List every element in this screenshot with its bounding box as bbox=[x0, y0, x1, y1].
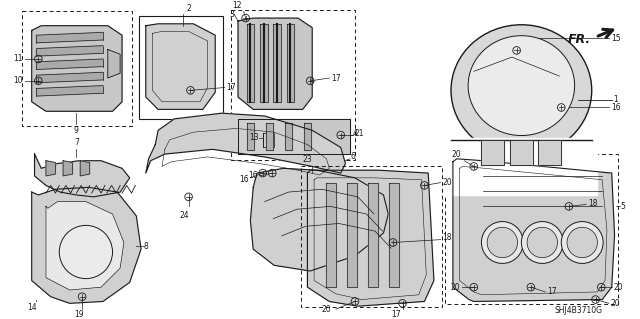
Polygon shape bbox=[63, 161, 72, 176]
Text: 17: 17 bbox=[391, 310, 401, 319]
Text: FR.: FR. bbox=[568, 33, 591, 46]
Polygon shape bbox=[453, 159, 614, 301]
Text: 1: 1 bbox=[614, 95, 618, 104]
Text: 17: 17 bbox=[547, 287, 557, 296]
Text: 20: 20 bbox=[614, 283, 623, 292]
Text: 18: 18 bbox=[588, 199, 597, 208]
Polygon shape bbox=[146, 113, 346, 173]
Text: 24: 24 bbox=[179, 211, 189, 220]
Circle shape bbox=[522, 222, 563, 263]
Text: 18: 18 bbox=[442, 233, 452, 242]
Text: 2: 2 bbox=[186, 4, 191, 13]
Ellipse shape bbox=[468, 36, 575, 136]
Polygon shape bbox=[263, 133, 274, 147]
Polygon shape bbox=[246, 123, 254, 150]
Text: 12: 12 bbox=[232, 1, 242, 10]
Polygon shape bbox=[266, 123, 273, 150]
Polygon shape bbox=[287, 24, 294, 102]
Circle shape bbox=[561, 222, 603, 263]
Text: 4: 4 bbox=[353, 129, 358, 137]
Polygon shape bbox=[250, 168, 388, 271]
Text: 17: 17 bbox=[332, 73, 341, 83]
Polygon shape bbox=[273, 24, 281, 102]
Polygon shape bbox=[46, 161, 56, 176]
Polygon shape bbox=[36, 85, 103, 96]
Text: 20: 20 bbox=[451, 283, 461, 292]
Polygon shape bbox=[36, 72, 103, 83]
Polygon shape bbox=[348, 182, 357, 287]
Circle shape bbox=[567, 227, 597, 258]
Text: 6: 6 bbox=[350, 152, 355, 161]
Polygon shape bbox=[307, 170, 434, 306]
Text: 20: 20 bbox=[442, 178, 452, 187]
Text: 20: 20 bbox=[452, 150, 461, 159]
Polygon shape bbox=[389, 182, 399, 287]
Text: 15: 15 bbox=[611, 33, 620, 42]
Text: 3: 3 bbox=[229, 10, 234, 19]
Bar bbox=[445, 138, 597, 195]
Text: 10: 10 bbox=[13, 76, 23, 85]
Polygon shape bbox=[368, 182, 378, 287]
Text: 21: 21 bbox=[355, 129, 365, 137]
Polygon shape bbox=[260, 24, 268, 102]
Polygon shape bbox=[80, 161, 90, 176]
Bar bbox=[139, 16, 223, 119]
Circle shape bbox=[527, 227, 557, 258]
Text: 8: 8 bbox=[144, 242, 148, 251]
Polygon shape bbox=[146, 24, 215, 109]
Polygon shape bbox=[238, 18, 312, 109]
Ellipse shape bbox=[451, 25, 592, 156]
Text: 13: 13 bbox=[250, 133, 259, 142]
Text: 17: 17 bbox=[227, 83, 236, 92]
Polygon shape bbox=[238, 119, 350, 154]
Text: 20: 20 bbox=[611, 299, 620, 308]
Bar bbox=[301, 167, 442, 307]
Polygon shape bbox=[510, 140, 532, 165]
Text: 19: 19 bbox=[74, 310, 84, 319]
Bar bbox=[22, 11, 132, 126]
Text: 5: 5 bbox=[620, 202, 625, 211]
Polygon shape bbox=[326, 182, 336, 287]
Polygon shape bbox=[46, 202, 124, 290]
Polygon shape bbox=[36, 32, 103, 43]
Bar bbox=[445, 154, 618, 304]
Polygon shape bbox=[32, 26, 122, 111]
Text: 20: 20 bbox=[321, 305, 332, 314]
Polygon shape bbox=[108, 49, 120, 78]
Text: 11: 11 bbox=[13, 55, 23, 63]
Text: 16: 16 bbox=[239, 175, 248, 184]
Polygon shape bbox=[303, 123, 311, 150]
Polygon shape bbox=[285, 123, 292, 150]
Text: 16: 16 bbox=[248, 171, 258, 181]
Text: SHJ4B3710G: SHJ4B3710G bbox=[555, 306, 603, 315]
Polygon shape bbox=[35, 154, 130, 197]
Circle shape bbox=[487, 227, 518, 258]
Polygon shape bbox=[246, 24, 254, 102]
Polygon shape bbox=[538, 140, 561, 165]
Text: 7: 7 bbox=[74, 138, 79, 147]
Text: 14: 14 bbox=[27, 303, 36, 312]
Text: 9: 9 bbox=[74, 126, 79, 135]
Bar bbox=[232, 10, 355, 160]
Circle shape bbox=[481, 222, 524, 263]
Text: 16: 16 bbox=[611, 103, 620, 112]
Text: 23: 23 bbox=[303, 155, 312, 164]
Polygon shape bbox=[36, 59, 103, 70]
Circle shape bbox=[60, 226, 113, 278]
Polygon shape bbox=[481, 140, 504, 165]
Polygon shape bbox=[36, 46, 103, 56]
Polygon shape bbox=[32, 187, 141, 303]
